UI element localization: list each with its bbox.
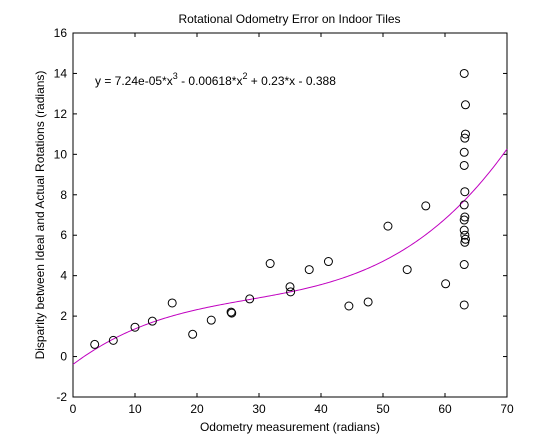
data-point (286, 287, 296, 297)
y-tick-label: -2 (56, 390, 67, 404)
y-tick-label: 2 (60, 309, 67, 323)
y-tick-label: 0 (60, 350, 67, 364)
x-tick-label: 40 (314, 402, 328, 416)
x-tick-label: 20 (190, 402, 204, 416)
x-tick-label: 50 (376, 402, 390, 416)
data-point (459, 225, 469, 235)
y-tick-label: 14 (54, 66, 68, 80)
y-axis-title: Disparity between Ideal and Actual Rotat… (33, 71, 47, 360)
data-point (459, 300, 469, 310)
data-point (265, 259, 275, 269)
data-point (459, 147, 469, 157)
data-point (402, 265, 412, 275)
y-tick-label: 16 (54, 26, 68, 40)
data-point (459, 260, 469, 270)
x-tick-label: 30 (252, 402, 266, 416)
data-point (459, 160, 469, 170)
y-axis: -2 0 2 4 6 8 10 12 14 16 (54, 26, 507, 404)
data-point (90, 339, 100, 349)
x-tick-label: 70 (500, 402, 514, 416)
data-point (323, 257, 333, 267)
chart-title: Rotational Odometry Error on Indoor Tile… (178, 12, 400, 26)
data-point (460, 187, 470, 197)
data-point (363, 297, 373, 307)
data-point (460, 100, 470, 110)
data-point (245, 294, 255, 304)
data-point (460, 133, 470, 143)
y-tick-label: 10 (54, 147, 68, 161)
data-point (167, 298, 177, 308)
data-point (227, 308, 237, 318)
x-tick-label: 10 (128, 402, 142, 416)
data-point (459, 215, 469, 225)
data-point (383, 221, 393, 231)
data-point (147, 316, 157, 326)
data-point (226, 307, 236, 317)
data-point (441, 279, 451, 289)
x-tick-label: 60 (438, 402, 452, 416)
data-point (460, 234, 470, 244)
data-point (130, 322, 140, 332)
data-point (285, 282, 295, 292)
data-point (460, 237, 470, 247)
fit-layer (72, 148, 508, 365)
y-tick-label: 12 (54, 107, 68, 121)
plot-area (72, 32, 508, 398)
y-tick-label: 8 (60, 188, 67, 202)
data-point (108, 335, 118, 345)
x-axis-title: Odometry measurement (radians) (200, 420, 380, 434)
fit-equation-exp2: 2 (242, 71, 247, 81)
data-point (460, 212, 470, 222)
x-tick-label: 0 (70, 402, 77, 416)
fit-equation-prefix: y = 7.24e-05*x (95, 74, 173, 88)
data-point (206, 315, 216, 325)
fit-equation-mid: - 0.00618*x (178, 74, 243, 88)
fit-curve (72, 148, 508, 365)
fit-equation-tail: + 0.23*x - 0.388 (247, 74, 336, 88)
data-point (421, 201, 431, 211)
data-point (460, 129, 470, 139)
y-tick-label: 6 (60, 228, 67, 242)
y-tick-label: 4 (60, 269, 67, 283)
data-point (344, 301, 354, 311)
data-point (460, 230, 470, 240)
data-point (459, 68, 469, 78)
fit-equation: y = 7.24e-05*x3 - 0.00618*x2 + 0.23*x - … (95, 71, 336, 88)
data-point (188, 329, 198, 339)
data-point (459, 200, 469, 210)
data-point (304, 265, 314, 275)
fit-equation-exp1: 3 (173, 71, 178, 81)
x-axis: 0 10 20 30 40 50 60 70 (70, 33, 514, 416)
data-points (90, 68, 470, 349)
